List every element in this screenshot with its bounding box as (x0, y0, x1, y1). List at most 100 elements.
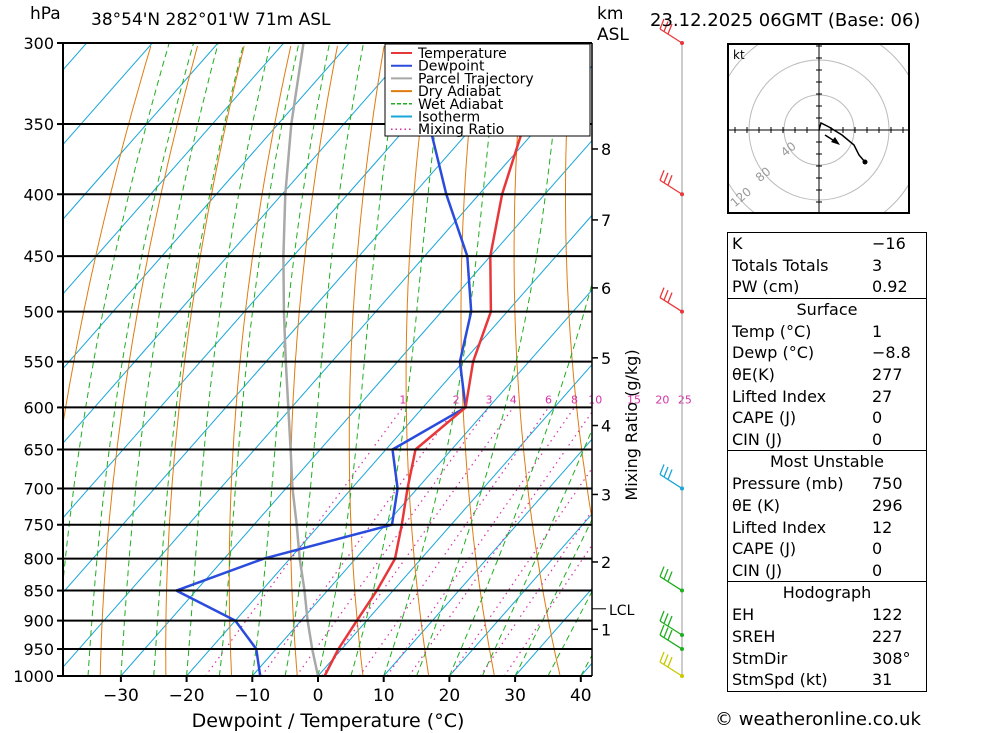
barb-shaft (659, 179, 683, 195)
index-value: −8.8 (872, 343, 911, 363)
barb-flag (667, 615, 673, 627)
isotherm-line (63, 65, 592, 668)
wet-adiabat-line (153, 43, 245, 676)
section-title: Surface (728, 297, 926, 321)
legend-label: Dry Adiabat (418, 84, 501, 100)
barb-flag (663, 654, 669, 665)
mixing-ratio-label: 8 (571, 393, 578, 406)
mixing-ratio-label: 4 (510, 393, 517, 406)
index-row: Lifted Index 12 (728, 517, 926, 539)
wind-barb (659, 610, 683, 636)
pressure-tick-label: 900 (23, 612, 54, 631)
index-label: EH (732, 605, 755, 625)
barb-flag (659, 170, 665, 181)
legend-box (384, 43, 591, 137)
barb-flag (663, 613, 669, 624)
barb-flag (667, 656, 673, 668)
mixing-ratio-label: 1 (399, 393, 406, 406)
temperature-tick-label: 10 (373, 686, 395, 706)
hodograph-panel: kt 40 80 120 (713, 24, 925, 236)
km-tick-label: 4 (601, 417, 611, 436)
index-row: Temp (°C) 1 (728, 321, 926, 343)
index-label: StmSpd (kt) (732, 670, 828, 690)
index-value: −16 (872, 234, 906, 253)
index-label: SREH (732, 626, 776, 646)
pressure-tick-label: 550 (23, 353, 54, 372)
isotherm-line (63, 43, 482, 519)
section-title: Most Unstable (728, 450, 926, 473)
index-value: 0 (872, 560, 883, 580)
wind-barb (659, 651, 683, 677)
legend-label: Parcel Trajectory (418, 71, 534, 87)
index-value: 227 (872, 626, 903, 646)
isotherm-line (186, 214, 592, 676)
barb-flag (663, 21, 669, 32)
wet-adiabat-line (63, 43, 170, 588)
isotherm-line (63, 43, 350, 370)
axes: 1 2 3 4 6 8 10 15 20 2530035040045050055060065070… (13, 34, 692, 732)
barb-flag (663, 627, 669, 638)
index-row: θE (K) 296 (728, 495, 926, 517)
index-label: Dewp (°C) (732, 343, 815, 363)
mixing-ratio-label: 25 (678, 393, 692, 406)
pressure-tick-label: 400 (23, 185, 54, 204)
index-row: CIN (J) 0 (728, 560, 926, 582)
index-label: CIN (J) (732, 429, 783, 449)
index-row: Pressure (mb) 750 (728, 473, 926, 495)
index-label: CAPE (J) (732, 539, 797, 559)
dry-adiabat-line (991, 46, 1000, 676)
mixing-ratio-label: 2 (453, 393, 460, 406)
barb-flag (667, 175, 673, 186)
pressure-tick-label: 450 (23, 247, 54, 266)
pressure-tick-label: 350 (23, 115, 54, 134)
wet-adiabat-line (120, 43, 219, 676)
parcel-trajectory-line (282, 43, 320, 676)
temperature-tick-label: 30 (504, 686, 526, 706)
temperature-tick-label: 20 (439, 686, 461, 706)
index-label: PW (cm) (732, 277, 800, 297)
isotherm-line (63, 43, 547, 594)
index-row: Dewp (°C) −8.8 (728, 342, 926, 364)
wet-adiabat-line (547, 590, 592, 676)
legend-label: Mixing Ratio (418, 122, 504, 138)
temperature-tick-label: −20 (169, 686, 205, 706)
pressure-unit-label: hPa (30, 4, 61, 24)
barb-flag (659, 610, 665, 622)
wet-adiabat-line (186, 43, 271, 676)
mixing-ratio-line (408, 410, 592, 676)
index-value: 122 (872, 605, 903, 625)
section-title: Hodograph (728, 581, 926, 604)
barb-shaft (659, 634, 683, 650)
index-value: 31 (872, 670, 893, 690)
barb-flag (667, 571, 673, 582)
legend-label: Temperature (417, 46, 507, 62)
pressure-tick-label: 950 (23, 640, 54, 659)
isotherm-line (63, 43, 285, 295)
barb-flag (667, 292, 673, 303)
index-row: CAPE (J) 0 (728, 538, 926, 560)
index-label: StmDir (732, 648, 788, 668)
barb-flag (663, 172, 669, 183)
barb-shaft (659, 661, 683, 677)
index-label: Lifted Index (732, 386, 827, 406)
isotherm-line (317, 363, 592, 676)
hodograph-end-point (862, 159, 868, 165)
index-value: 277 (872, 364, 903, 384)
index-label: Pressure (mb) (732, 474, 844, 494)
isotherm-line (383, 438, 592, 676)
mixing-ratio-label: 15 (627, 393, 641, 406)
pressure-tick-label: 750 (23, 516, 54, 535)
asl-unit-label: ASL (597, 25, 629, 45)
index-value: 1 (872, 321, 883, 341)
index-row: StmDir 308° (728, 648, 926, 670)
index-value: 3 (872, 255, 883, 275)
index-label: Temp (°C) (732, 321, 812, 341)
wind-barb (659, 170, 683, 195)
km-tick-label: 7 (601, 211, 611, 230)
wet-adiabat-line (251, 43, 331, 676)
index-value: 296 (872, 495, 903, 515)
hodograph-ring-label: 80 (753, 164, 774, 185)
barb-flag (663, 568, 669, 580)
